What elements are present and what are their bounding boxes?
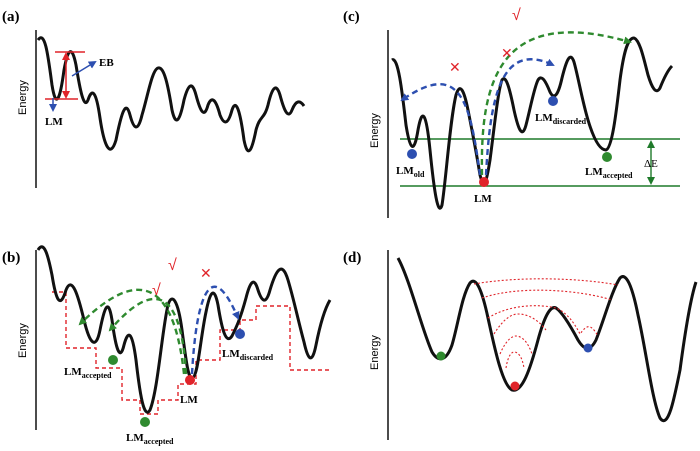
panel-d-fill-arc-2 — [499, 335, 533, 355]
panel-d-label: (d) — [343, 250, 361, 266]
panel-b-lm-center-dot — [185, 375, 195, 385]
panel-a: (a) Energy EB LM — [2, 9, 306, 188]
panel-a-eb-label: EB — [99, 57, 114, 69]
panel-a-eb-pointer — [71, 60, 97, 77]
panel-c-y-axis-label: Energy — [369, 113, 381, 148]
panel-b: (b) Energy √ √ ✕ LMaccepted LMaccepted L… — [2, 245, 332, 446]
panel-c-cross-mark-1: ✕ — [449, 59, 461, 75]
panel-d-fill-arc-1 — [505, 351, 525, 369]
panel-b-hop-accepted-left-arrow — [78, 288, 186, 375]
panel-b-energy-curve — [36, 245, 332, 414]
panel-d-fill-arc-4 — [487, 305, 599, 337]
panel-c-lm-old-dot — [407, 149, 417, 159]
panel-b-check-mark-2: √ — [152, 282, 161, 299]
panel-b-lm-accepted-bottom-label: LMaccepted — [126, 432, 174, 446]
panel-c-lm-center-dot — [479, 177, 489, 187]
panel-a-y-axis-label: Energy — [17, 80, 29, 115]
panel-c-lm-discarded-label: LMdiscarded — [535, 112, 587, 126]
panel-a-label: (a) — [2, 9, 20, 25]
panel-a-eb-arrow-down — [62, 91, 70, 99]
panel-a-eb-arrow-up — [62, 52, 70, 60]
panel-d-energy-curve — [396, 257, 698, 423]
panel-d-y-axis-label: Energy — [369, 335, 381, 370]
panel-b-lm-accepted-bottom-dot — [140, 417, 150, 427]
panel-b-lm-accepted-left-dot — [108, 355, 118, 365]
panel-d-fill-arc-3 — [493, 313, 547, 335]
panel-c-lm-accepted-dot — [602, 152, 612, 162]
panel-c-lm-accepted-label: LMaccepted — [585, 166, 633, 180]
panel-c-hop-old-arrow — [400, 83, 482, 176]
panel-c-delta-e-arrow-up — [647, 140, 655, 148]
panel-d-right-minimum-dot — [583, 343, 593, 353]
panel-b-hop-accepted-bottom-arrow — [108, 297, 188, 375]
panel-b-y-axis-label: Energy — [17, 323, 29, 358]
panel-b-label: (b) — [2, 250, 20, 266]
panel-c-lm-center-label: LM — [474, 193, 492, 205]
panel-d: (d) Energy — [343, 250, 698, 440]
panel-c-hop-discarded-arrow — [484, 58, 555, 176]
panel-c-lm-discarded-dot — [548, 96, 558, 106]
panel-a-lm-label: LM — [45, 116, 63, 128]
panel-d-fill-arc-6 — [473, 278, 619, 286]
panel-c-energy-curve — [391, 36, 674, 210]
panel-b-cross-mark: ✕ — [200, 265, 212, 281]
panel-b-lm-accepted-left-label: LMaccepted — [64, 366, 112, 380]
panel-c-delta-e-arrow-down — [647, 177, 655, 185]
panel-d-fill-arc-5 — [481, 289, 613, 301]
panel-b-lm-discarded-dot — [235, 329, 245, 339]
panel-b-check-mark-1: √ — [168, 257, 177, 274]
panel-c: (c) Energy ΔE √ ✕ ✕ LMold LM LMdiscarded… — [343, 7, 680, 218]
panel-d-center-minimum-dot — [510, 381, 520, 391]
panel-c-label: (c) — [343, 9, 360, 25]
panel-c-delta-e-label: ΔE — [644, 158, 658, 170]
panel-b-lm-discarded-label: LMdiscarded — [222, 348, 274, 362]
panel-b-staircase — [52, 291, 330, 415]
panel-c-check-mark: √ — [512, 7, 521, 24]
panel-c-lm-old-label: LMold — [396, 165, 425, 179]
panel-d-left-minimum-dot — [436, 351, 446, 361]
panel-b-hop-discarded-arrow — [190, 285, 240, 375]
panel-c-cross-mark-2: ✕ — [501, 45, 513, 61]
panel-a-energy-curve — [36, 36, 306, 153]
panel-b-lm-center-label: LM — [180, 394, 198, 406]
panel-c-hop-accepted-arrow — [480, 31, 632, 176]
